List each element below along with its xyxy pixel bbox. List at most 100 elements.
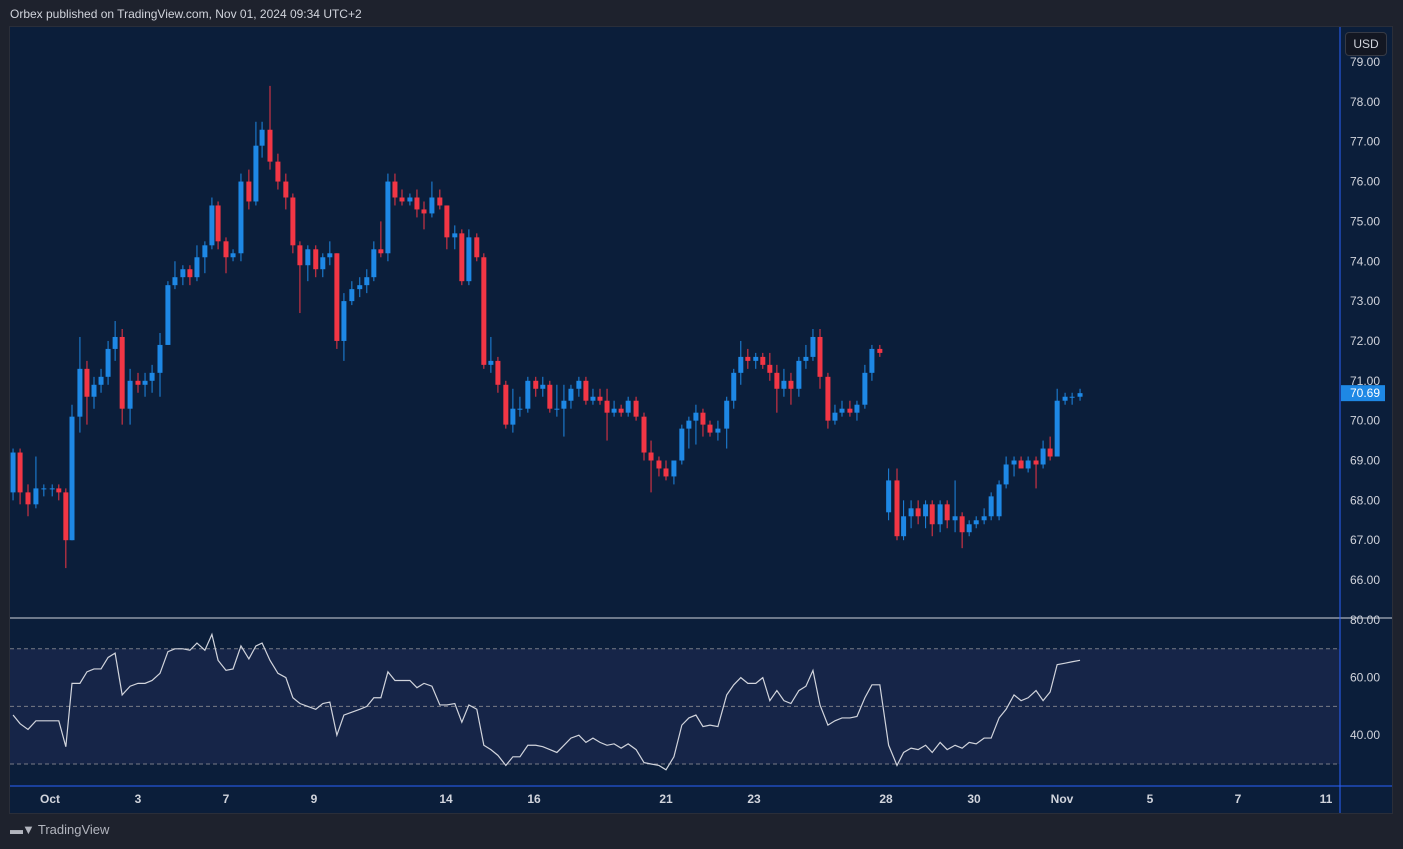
candle-up bbox=[320, 257, 326, 270]
price-tick-label: 69.00 bbox=[1350, 454, 1380, 468]
rsi-line bbox=[12, 632, 1081, 771]
candle-down bbox=[894, 480, 900, 537]
candle-up bbox=[554, 408, 560, 410]
candle-down bbox=[959, 516, 965, 533]
candle-up bbox=[357, 285, 363, 290]
candle-up bbox=[923, 504, 929, 517]
candle-up bbox=[202, 245, 208, 258]
candle-down bbox=[767, 364, 773, 373]
rsi-tick-label: 40.00 bbox=[1350, 728, 1380, 742]
candle-up bbox=[10, 452, 16, 493]
candle-up bbox=[142, 380, 148, 385]
candle-up bbox=[908, 508, 914, 517]
candle-down bbox=[275, 161, 281, 182]
time-tick-label: 9 bbox=[311, 792, 318, 806]
candle-down bbox=[119, 336, 125, 409]
candle-up bbox=[305, 249, 311, 266]
candle-up bbox=[590, 396, 596, 401]
candle-down bbox=[656, 460, 662, 469]
time-tick-label: 7 bbox=[223, 792, 230, 806]
candle-down bbox=[392, 181, 398, 198]
candle-down bbox=[474, 237, 480, 258]
candle-up bbox=[253, 145, 259, 202]
footer-brand: ▬▼ TradingView bbox=[10, 822, 109, 837]
candle-up bbox=[77, 368, 83, 417]
candle-up bbox=[488, 360, 494, 365]
candle-up bbox=[525, 380, 531, 409]
candle-down bbox=[459, 233, 465, 282]
candle-down bbox=[290, 197, 296, 246]
price-tick-label: 67.00 bbox=[1350, 533, 1380, 547]
candle-up bbox=[1077, 393, 1083, 397]
price-tick-label: 77.00 bbox=[1350, 135, 1380, 149]
candle-up bbox=[803, 356, 809, 361]
price-tick-label: 78.00 bbox=[1350, 95, 1380, 109]
price-tick-label: 73.00 bbox=[1350, 294, 1380, 308]
candle-down bbox=[246, 181, 252, 202]
time-tick-label: 5 bbox=[1147, 792, 1154, 806]
candle-up bbox=[407, 197, 413, 202]
last-price-label: 70.69 bbox=[1350, 386, 1380, 400]
candle-up bbox=[349, 289, 355, 302]
candle-down bbox=[481, 257, 487, 365]
candle-up bbox=[731, 372, 737, 401]
candle-down bbox=[944, 504, 950, 521]
candle-down bbox=[663, 468, 669, 477]
time-tick-label: 14 bbox=[439, 792, 453, 806]
candle-down bbox=[399, 197, 405, 202]
candle-up bbox=[180, 269, 186, 278]
candle-up bbox=[886, 480, 892, 513]
currency-button[interactable]: USD bbox=[1345, 32, 1387, 56]
candle-up bbox=[127, 380, 133, 409]
candle-up bbox=[810, 336, 816, 357]
candle-up bbox=[901, 516, 907, 537]
candle-up bbox=[869, 348, 875, 373]
candle-up bbox=[981, 516, 987, 521]
candle-up bbox=[973, 520, 979, 525]
candle-up bbox=[33, 488, 39, 505]
candle-up bbox=[625, 400, 631, 413]
candle-up bbox=[1025, 460, 1031, 469]
candle-up bbox=[364, 277, 370, 286]
candle-up bbox=[327, 253, 333, 258]
candle-down bbox=[187, 269, 193, 278]
candle-down bbox=[135, 380, 141, 385]
candle-down bbox=[56, 488, 62, 493]
candle-down bbox=[503, 384, 509, 425]
price-pane bbox=[10, 27, 1340, 617]
candle-down bbox=[633, 400, 639, 417]
price-tick-label: 68.00 bbox=[1350, 493, 1380, 507]
candle-up bbox=[671, 460, 677, 477]
candle-down bbox=[334, 253, 340, 341]
time-tick-label: Nov bbox=[1051, 792, 1074, 806]
candle-up bbox=[230, 253, 236, 258]
time-tick-label: 7 bbox=[1235, 792, 1242, 806]
time-tick-label: 30 bbox=[967, 792, 981, 806]
candle-down bbox=[604, 400, 610, 413]
price-tick-label: 66.00 bbox=[1350, 573, 1380, 587]
candle-up bbox=[209, 205, 215, 246]
candle-up bbox=[988, 496, 994, 517]
publish-info: Orbex published on TradingView.com, Nov … bbox=[10, 7, 362, 21]
candle-down bbox=[760, 356, 766, 365]
candle-up bbox=[781, 380, 787, 389]
candle-up bbox=[693, 412, 699, 421]
candle-up bbox=[105, 348, 111, 377]
candle-down bbox=[283, 181, 289, 198]
candle-up bbox=[832, 412, 838, 421]
candle-up bbox=[839, 408, 845, 413]
candle-down bbox=[297, 245, 303, 266]
candle-up bbox=[966, 524, 972, 533]
rsi-tick-label: 60.00 bbox=[1350, 671, 1380, 685]
candle-down bbox=[495, 360, 501, 385]
candle-down bbox=[929, 504, 935, 525]
candle-down bbox=[707, 424, 713, 433]
rsi-tick-label: 80.00 bbox=[1350, 613, 1380, 627]
candle-down bbox=[444, 205, 450, 238]
candle-up bbox=[1003, 464, 1009, 485]
candle-up bbox=[510, 408, 516, 425]
candle-down bbox=[648, 452, 654, 461]
candle-up bbox=[679, 428, 685, 461]
candle-down bbox=[1033, 460, 1039, 465]
